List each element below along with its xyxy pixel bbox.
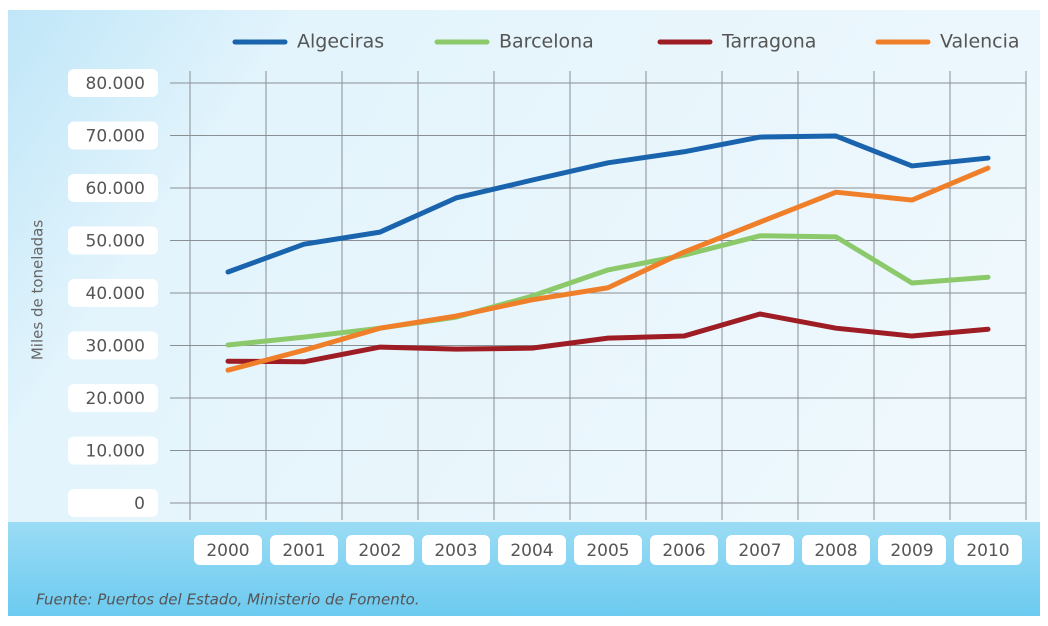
series-line [225,133,991,275]
x-tick-box [194,535,262,565]
x-tick-label: 2002 [358,541,401,561]
x-tick-box [574,535,642,565]
x-tick-box [498,535,566,565]
y-tick-label: 10.000 [86,442,145,462]
y-tick-label: 50.000 [86,232,145,252]
y-tick-label: 80.000 [86,74,145,94]
x-tick-label: 2006 [662,541,705,561]
y-tick-box [68,279,158,307]
y-tick-label: 60.000 [86,179,145,199]
y-tick-box [68,121,158,150]
y-tick-label: 0 [134,494,145,514]
x-tick-box [802,535,870,565]
x-tick-box [346,535,414,565]
y-tick-label: 20.000 [86,389,145,409]
y-tick-box [68,69,158,97]
x-tick-box [954,535,1022,565]
legend-label: Algeciras [297,31,384,53]
legend-label: Valencia [940,31,1020,53]
source: Fuente: Puertos del Estado, Ministerio d… [36,591,420,609]
y-tick-box [68,174,158,202]
series-line [225,311,991,365]
x-tick-label: 2007 [738,541,781,561]
x-tick-label: 2003 [434,541,477,561]
y-axis-label: Miles de toneladas [29,220,47,360]
legend-label: Barcelona [499,31,594,53]
y-tick-box [68,436,158,465]
series-line [225,165,991,373]
background [8,10,1040,616]
x-tick-box [270,535,338,565]
y-tick-box [68,331,158,360]
y-tick-box [68,489,158,517]
x-tick-label: 2009 [890,541,933,561]
x-tick-box [422,535,490,565]
x-tick-box [878,535,946,565]
legend-label: Tarragona [721,31,816,53]
x-tick-label: 2000 [206,541,249,561]
y-tick-label: 40.000 [86,284,145,304]
x-tick-box [726,535,794,565]
x-tick-label: 2005 [586,541,629,561]
y-tick-label: 30.000 [86,337,145,357]
x-tick-label: 2004 [510,541,553,561]
y-tick-box [68,226,158,255]
x-tick-label: 2001 [282,541,325,561]
x-tick-label: 2010 [966,541,1009,561]
y-tick-box [68,384,158,412]
x-tick-box [650,535,718,565]
y-tick-label: 70.000 [86,127,145,147]
series-line [225,233,991,348]
x-tick-label: 2008 [814,541,857,561]
